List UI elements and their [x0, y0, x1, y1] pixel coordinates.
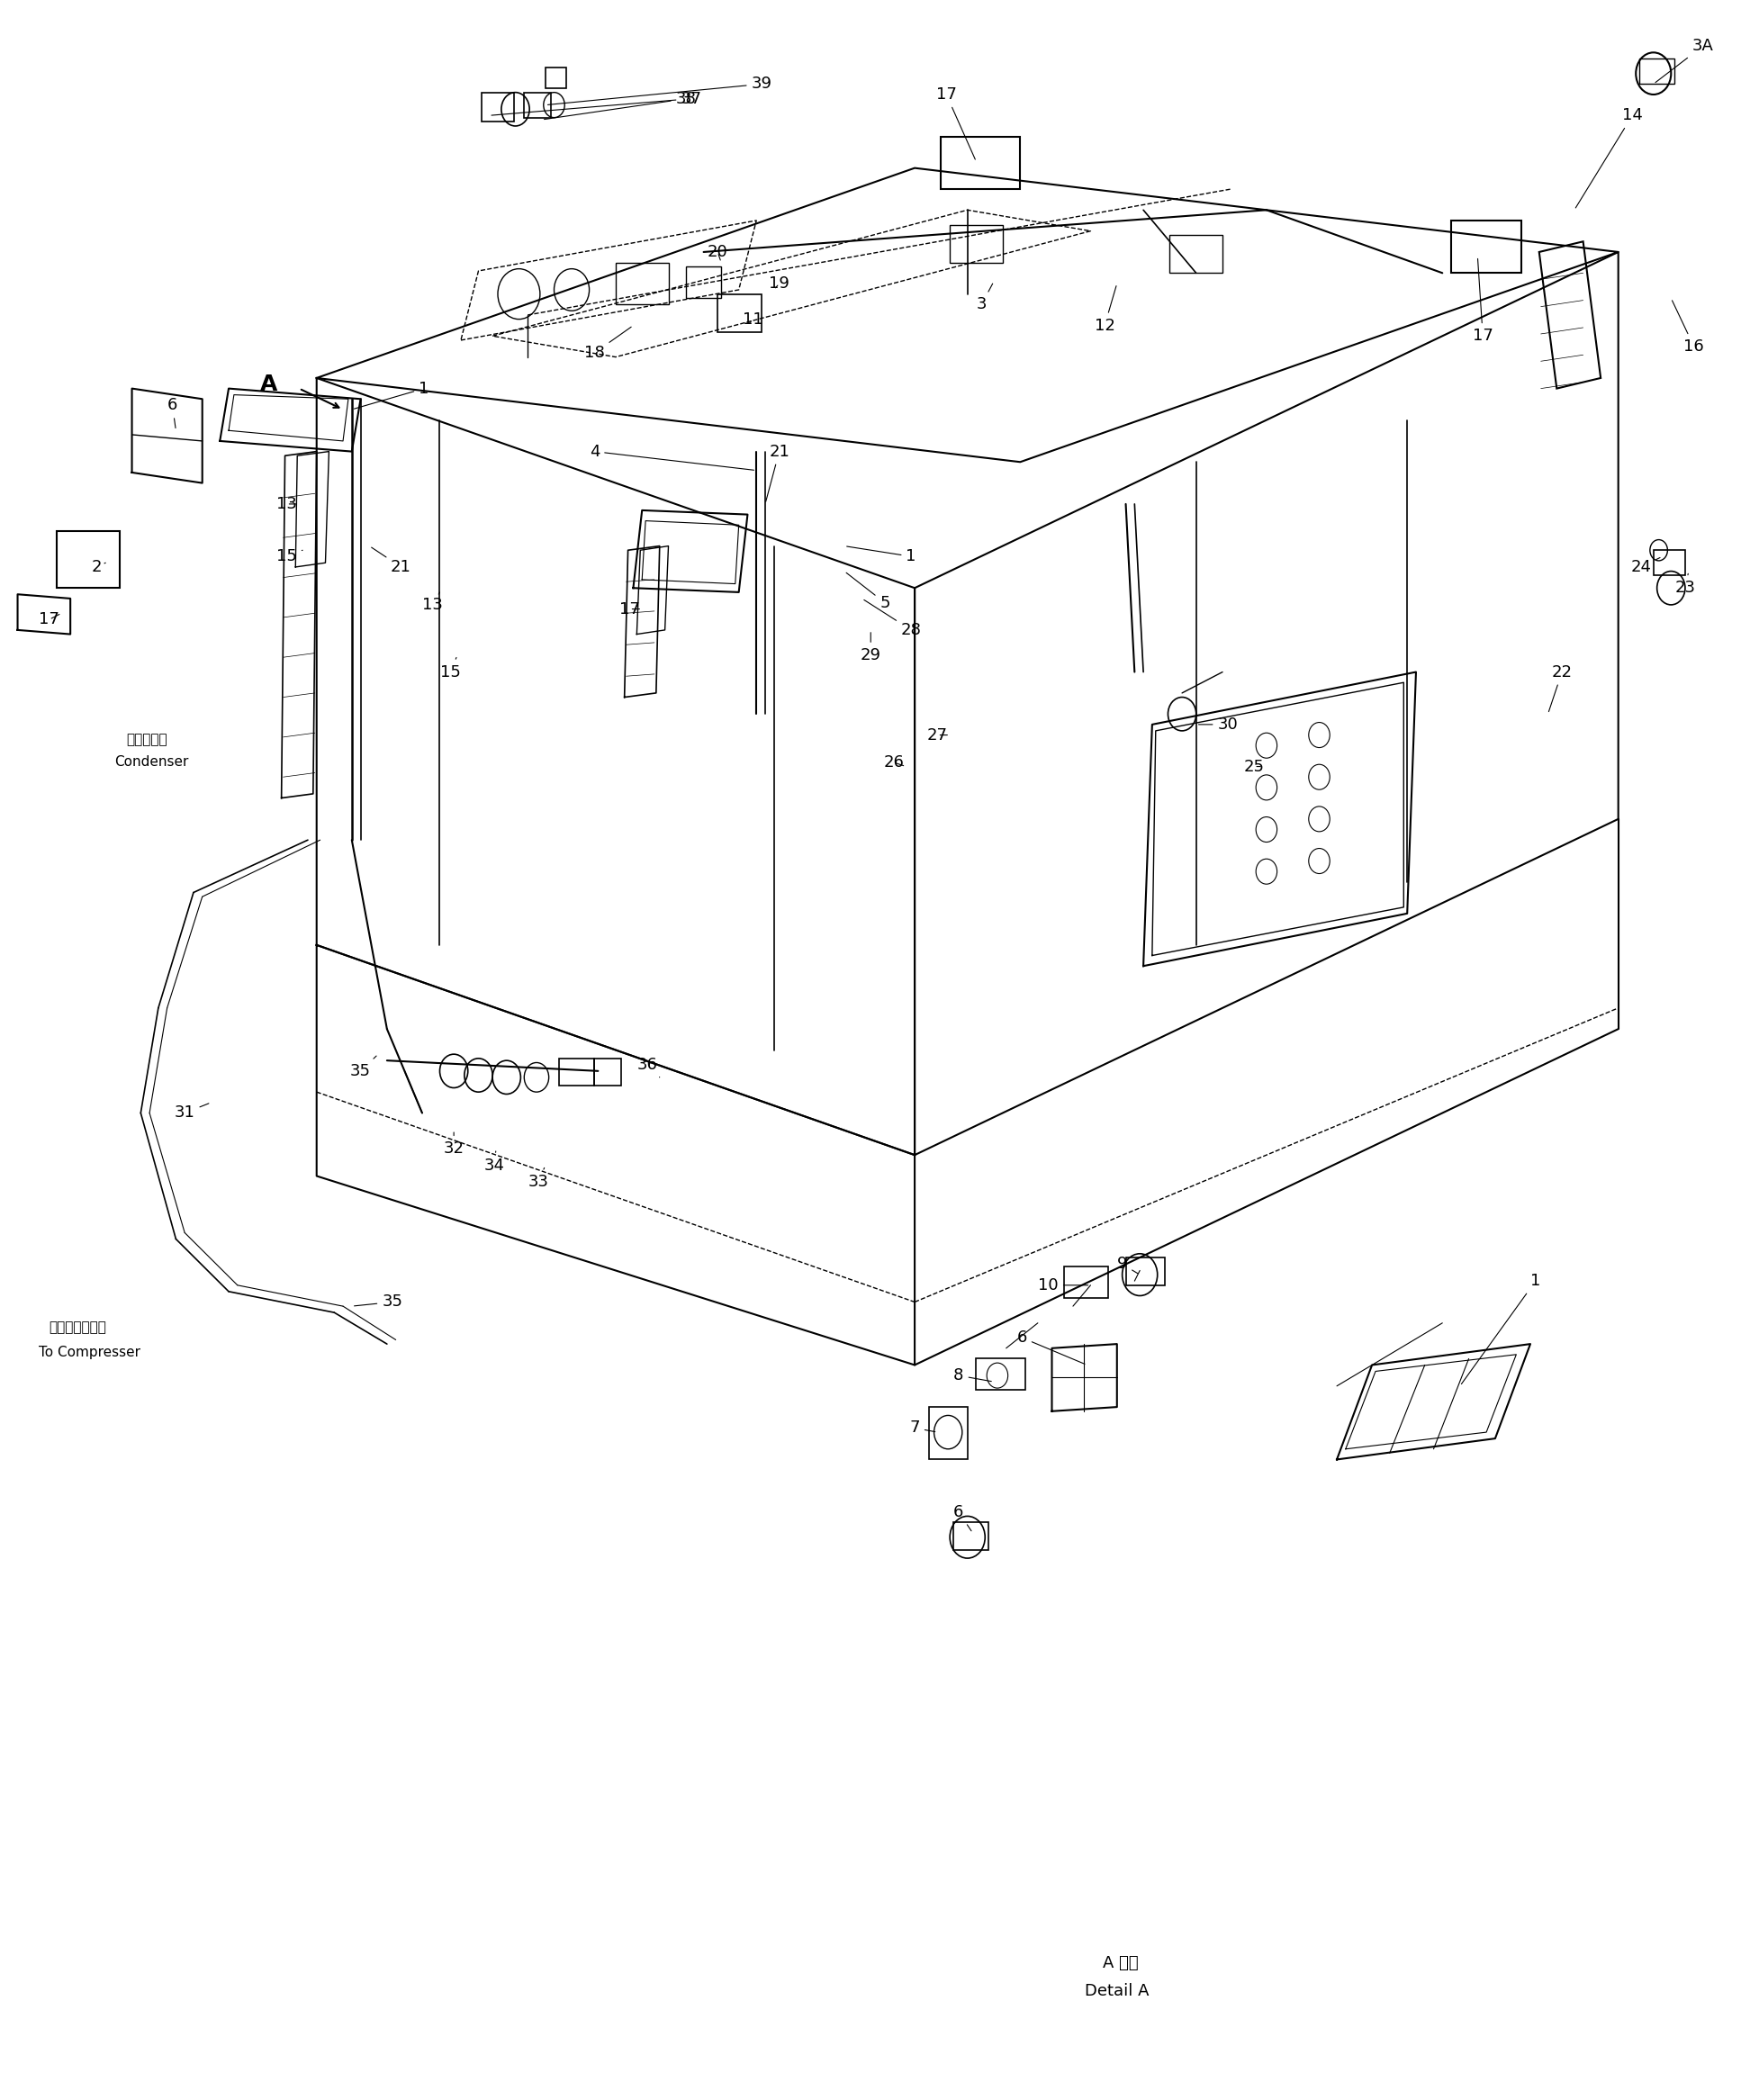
Bar — [482, 92, 514, 122]
Text: 10: 10 — [1038, 1277, 1089, 1294]
Bar — [950, 225, 1003, 262]
Text: 14: 14 — [1576, 107, 1643, 208]
Text: 19: 19 — [769, 275, 790, 292]
Text: 6: 6 — [953, 1504, 971, 1531]
Text: 29: 29 — [860, 632, 881, 664]
Text: 17: 17 — [619, 601, 640, 617]
Bar — [1451, 220, 1522, 273]
Polygon shape — [1539, 242, 1601, 388]
Text: 30: 30 — [1198, 716, 1238, 733]
Text: 12: 12 — [1094, 286, 1117, 334]
Bar — [1126, 1258, 1164, 1285]
Text: 11: 11 — [742, 311, 763, 328]
Text: 35: 35 — [354, 1294, 403, 1310]
Text: 17: 17 — [39, 611, 60, 628]
Text: Condenser: Condenser — [114, 756, 188, 769]
Text: 39: 39 — [547, 76, 772, 105]
Bar — [718, 294, 762, 332]
Text: 26: 26 — [883, 754, 904, 771]
Bar — [56, 531, 120, 588]
Text: 21: 21 — [371, 548, 412, 575]
Text: 38: 38 — [544, 90, 697, 120]
Text: 16: 16 — [1673, 300, 1704, 355]
Bar — [1639, 59, 1675, 84]
Text: 4: 4 — [589, 443, 755, 470]
Text: 9: 9 — [1117, 1256, 1138, 1273]
Text: 3A: 3A — [1655, 38, 1713, 82]
Text: 3: 3 — [976, 284, 992, 313]
Text: 34: 34 — [484, 1151, 505, 1174]
Text: 22: 22 — [1548, 664, 1573, 712]
Text: 1: 1 — [1462, 1273, 1541, 1384]
Bar — [953, 1522, 989, 1550]
Text: 33: 33 — [528, 1168, 549, 1191]
Text: A 平面: A 平面 — [1103, 1955, 1138, 1972]
Text: 32: 32 — [443, 1132, 464, 1157]
Bar — [686, 267, 721, 298]
Text: 15: 15 — [276, 548, 303, 565]
Text: 28: 28 — [864, 601, 922, 638]
Text: 25: 25 — [1244, 758, 1265, 775]
Bar — [524, 92, 551, 118]
Text: 1: 1 — [354, 380, 429, 410]
Text: 8: 8 — [953, 1367, 992, 1384]
Text: 2: 2 — [91, 559, 106, 575]
Bar — [1653, 550, 1685, 575]
Bar — [595, 1058, 621, 1086]
Text: 24: 24 — [1631, 559, 1660, 575]
Text: 17: 17 — [1472, 258, 1493, 344]
Bar — [559, 1058, 595, 1086]
Text: 6: 6 — [1017, 1329, 1085, 1365]
Text: 18: 18 — [584, 328, 631, 361]
Text: コンデンサ: コンデンサ — [127, 733, 167, 746]
Text: Detail A: Detail A — [1085, 1982, 1149, 1999]
Text: 31: 31 — [174, 1102, 209, 1121]
Bar — [616, 262, 668, 304]
Bar — [929, 1407, 967, 1459]
Text: 36: 36 — [637, 1056, 660, 1077]
Text: A: A — [260, 374, 278, 395]
Text: 6: 6 — [167, 397, 178, 428]
Bar — [1064, 1266, 1108, 1298]
Bar — [545, 67, 566, 88]
Bar — [941, 136, 1020, 189]
Text: 35: 35 — [350, 1056, 376, 1079]
Text: 7: 7 — [909, 1420, 936, 1436]
Text: 23: 23 — [1675, 573, 1696, 596]
Text: 5: 5 — [846, 573, 890, 611]
Text: 20: 20 — [707, 244, 728, 260]
Text: コンプレッサへ: コンプレッサへ — [49, 1321, 107, 1334]
Text: To Compresser: To Compresser — [39, 1346, 141, 1359]
Text: 17: 17 — [936, 86, 974, 160]
Text: 27: 27 — [927, 727, 948, 743]
Text: 15: 15 — [440, 657, 461, 680]
Text: 13: 13 — [422, 592, 443, 613]
Text: 13: 13 — [276, 496, 297, 512]
Text: 37: 37 — [491, 90, 702, 115]
Bar — [976, 1359, 1025, 1390]
Bar — [1170, 235, 1223, 273]
Text: 21: 21 — [765, 443, 790, 502]
Text: 1: 1 — [846, 546, 916, 565]
